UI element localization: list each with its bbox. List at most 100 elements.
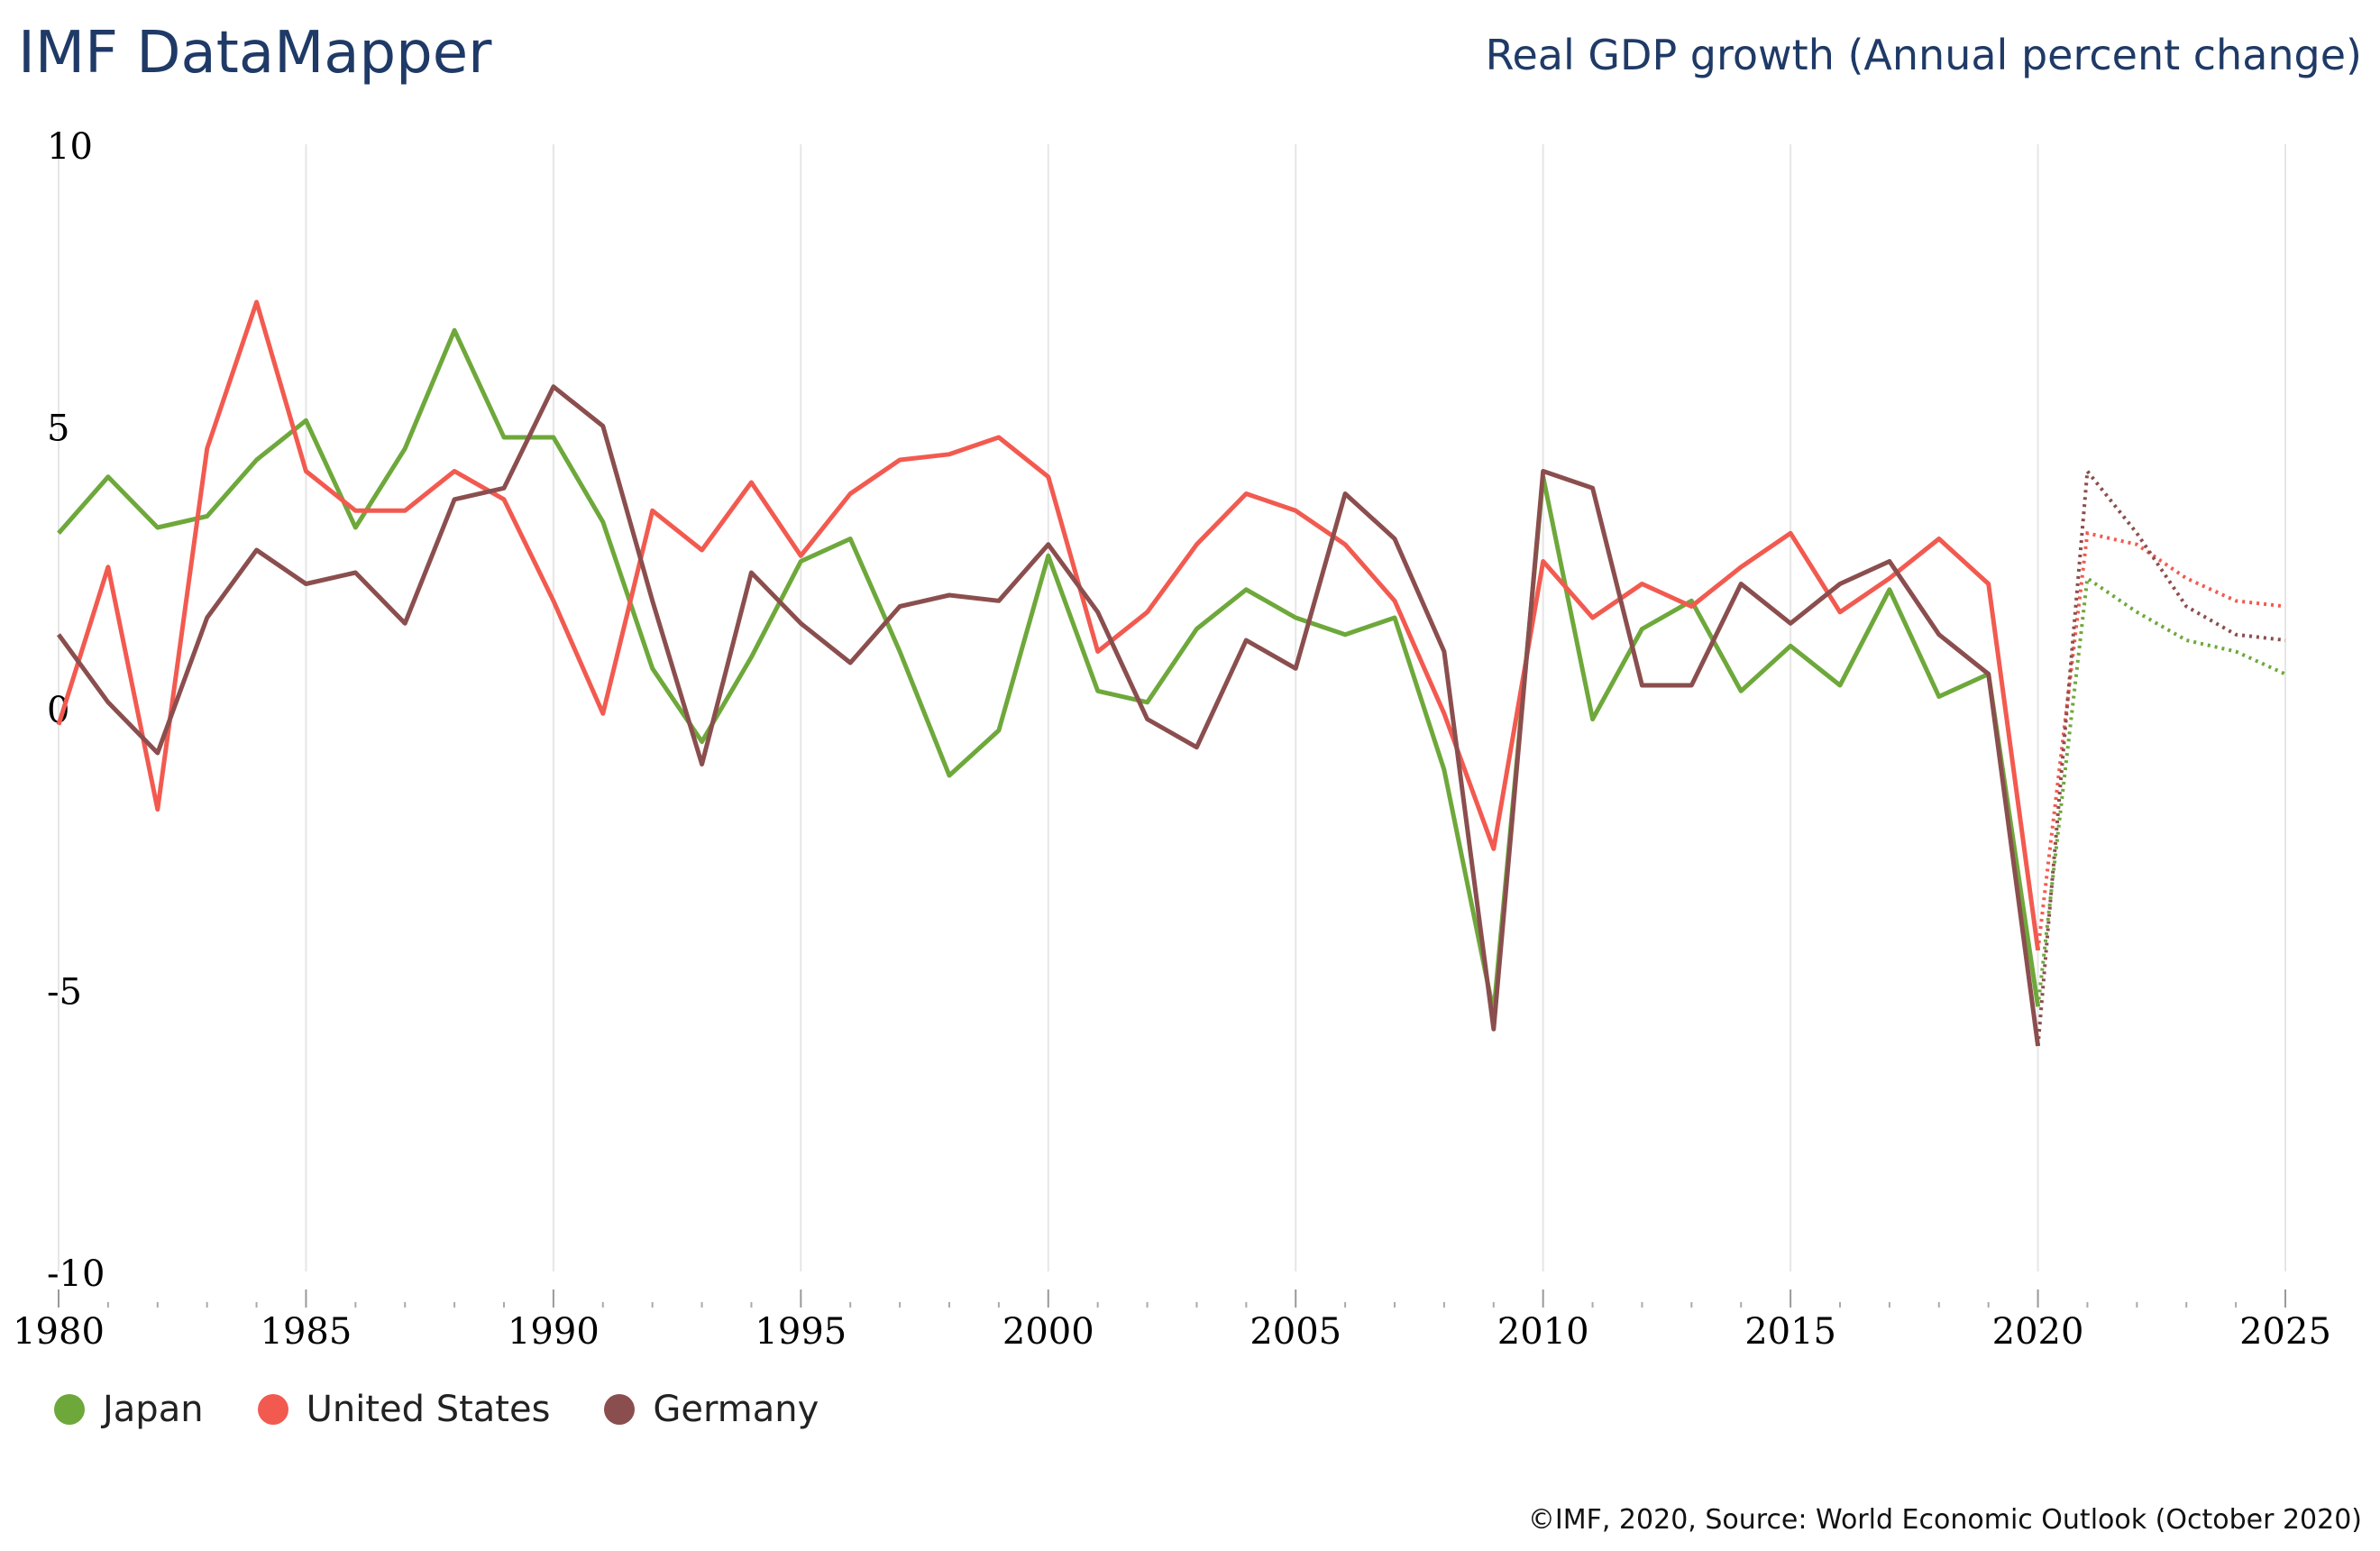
point-germany-1993[interactable]	[700, 763, 704, 766]
point-united-states-2005[interactable]	[1294, 509, 1297, 512]
point-japan-1996[interactable]	[848, 537, 852, 541]
point-germany-2017[interactable]	[1888, 560, 1891, 564]
point-united-states-2020[interactable]	[2037, 949, 2040, 952]
point-japan-2008[interactable]	[1442, 768, 1446, 772]
point-japan-2004[interactable]	[1244, 588, 1248, 592]
series-forecast-united-states[interactable]	[2036, 530, 2286, 951]
point-germany-2019[interactable]	[1987, 673, 1991, 676]
point-japan-2003[interactable]	[1195, 628, 1198, 631]
point-japan-1994[interactable]	[749, 656, 753, 659]
point-united-states-2004[interactable]	[1244, 492, 1248, 496]
point-germany-2004[interactable]	[1244, 638, 1248, 642]
point-united-states-2014[interactable]	[1739, 565, 1743, 569]
point-japan-1982[interactable]	[156, 526, 160, 529]
point-japan-1986[interactable]	[353, 526, 357, 529]
point-united-states-2019[interactable]	[1987, 583, 1991, 586]
point-germany-1985[interactable]	[304, 583, 307, 586]
point-united-states-1983[interactable]	[206, 447, 209, 451]
point-united-states-2000[interactable]	[1047, 475, 1050, 479]
point-germany-2007[interactable]	[1393, 537, 1396, 541]
point-united-states-2003[interactable]	[1195, 543, 1198, 546]
point-germany-2009[interactable]	[1492, 1027, 1496, 1031]
point-germany-1983[interactable]	[206, 616, 209, 619]
point-united-states-2024[interactable]	[2234, 599, 2238, 602]
point-japan-2007[interactable]	[1393, 616, 1396, 619]
point-germany-1990[interactable]	[552, 385, 555, 389]
series-line-united-states[interactable]	[56, 299, 2041, 951]
point-germany-2002[interactable]	[1146, 718, 1149, 721]
point-japan-2002[interactable]	[1146, 701, 1149, 704]
point-united-states-1980[interactable]	[57, 723, 60, 727]
point-united-states-2021[interactable]	[2085, 531, 2089, 535]
point-united-states-2010[interactable]	[1542, 560, 1545, 564]
point-japan-2017[interactable]	[1888, 588, 1891, 592]
point-germany-1980[interactable]	[57, 633, 60, 637]
point-japan-1987[interactable]	[403, 447, 407, 451]
point-japan-2021[interactable]	[2085, 576, 2089, 580]
point-japan-2006[interactable]	[1343, 633, 1347, 637]
point-united-states-2013[interactable]	[1689, 605, 1693, 609]
point-japan-1991[interactable]	[601, 520, 605, 524]
point-japan-1980[interactable]	[57, 531, 60, 535]
point-united-states-1995[interactable]	[799, 554, 802, 557]
legend-item-japan[interactable]: Japan	[54, 1389, 204, 1430]
point-united-states-2006[interactable]	[1343, 543, 1347, 546]
point-germany-1999[interactable]	[997, 599, 1001, 602]
point-japan-2016[interactable]	[1838, 684, 1842, 687]
series-forecast-germany[interactable]	[2036, 466, 2286, 1047]
point-germany-2001[interactable]	[1096, 610, 1100, 614]
point-united-states-1993[interactable]	[700, 548, 704, 552]
point-japan-1985[interactable]	[304, 418, 307, 422]
point-japan-2014[interactable]	[1739, 689, 1743, 693]
point-germany-2022[interactable]	[2135, 531, 2138, 535]
point-united-states-2023[interactable]	[2184, 576, 2188, 580]
point-germany-2000[interactable]	[1047, 543, 1050, 546]
series-germany[interactable]	[56, 384, 2287, 1048]
point-united-states-1997[interactable]	[898, 458, 902, 462]
point-japan-1999[interactable]	[997, 729, 1001, 732]
point-germany-1992[interactable]	[651, 599, 654, 602]
point-united-states-1990[interactable]	[552, 599, 555, 602]
point-japan-1981[interactable]	[106, 475, 110, 479]
point-japan-2022[interactable]	[2135, 610, 2138, 614]
point-united-states-1986[interactable]	[353, 509, 357, 512]
point-germany-1987[interactable]	[403, 621, 407, 625]
point-germany-2024[interactable]	[2234, 633, 2238, 637]
point-united-states-2009[interactable]	[1492, 847, 1496, 850]
point-united-states-2022[interactable]	[2135, 543, 2138, 546]
point-germany-1989[interactable]	[502, 486, 506, 490]
point-japan-1988[interactable]	[453, 328, 456, 332]
point-united-states-2011[interactable]	[1591, 616, 1595, 619]
series-japan[interactable]	[57, 327, 2287, 1014]
point-united-states-2017[interactable]	[1888, 576, 1891, 580]
point-germany-2008[interactable]	[1442, 650, 1446, 654]
point-united-states-2025[interactable]	[2284, 605, 2287, 609]
point-germany-1991[interactable]	[601, 425, 605, 428]
point-japan-1992[interactable]	[651, 666, 654, 670]
series-line-germany[interactable]	[56, 384, 2041, 1047]
point-japan-2012[interactable]	[1640, 628, 1643, 631]
point-germany-2012[interactable]	[1640, 684, 1643, 687]
point-united-states-1985[interactable]	[304, 470, 307, 473]
point-japan-2020[interactable]	[2037, 1005, 2040, 1008]
point-japan-1989[interactable]	[502, 436, 506, 439]
point-japan-2011[interactable]	[1591, 718, 1595, 721]
point-japan-2000[interactable]	[1047, 554, 1050, 557]
point-germany-2011[interactable]	[1591, 486, 1595, 490]
point-germany-1997[interactable]	[898, 605, 902, 609]
point-germany-1998[interactable]	[947, 593, 951, 597]
point-germany-2010[interactable]	[1542, 470, 1545, 473]
point-germany-1988[interactable]	[453, 498, 456, 501]
point-united-states-2018[interactable]	[1937, 537, 1941, 541]
point-germany-2016[interactable]	[1838, 583, 1842, 586]
point-japan-2024[interactable]	[2234, 650, 2238, 654]
point-germany-2023[interactable]	[2184, 605, 2188, 609]
point-united-states-1992[interactable]	[651, 509, 654, 512]
point-united-states-1999[interactable]	[997, 436, 1001, 439]
point-germany-1994[interactable]	[749, 571, 753, 574]
point-germany-2003[interactable]	[1195, 746, 1198, 749]
point-united-states-2007[interactable]	[1393, 599, 1396, 602]
series-forecast-japan[interactable]	[2036, 574, 2286, 1007]
point-japan-2023[interactable]	[2184, 638, 2188, 642]
series-line-japan[interactable]	[57, 327, 2041, 1014]
